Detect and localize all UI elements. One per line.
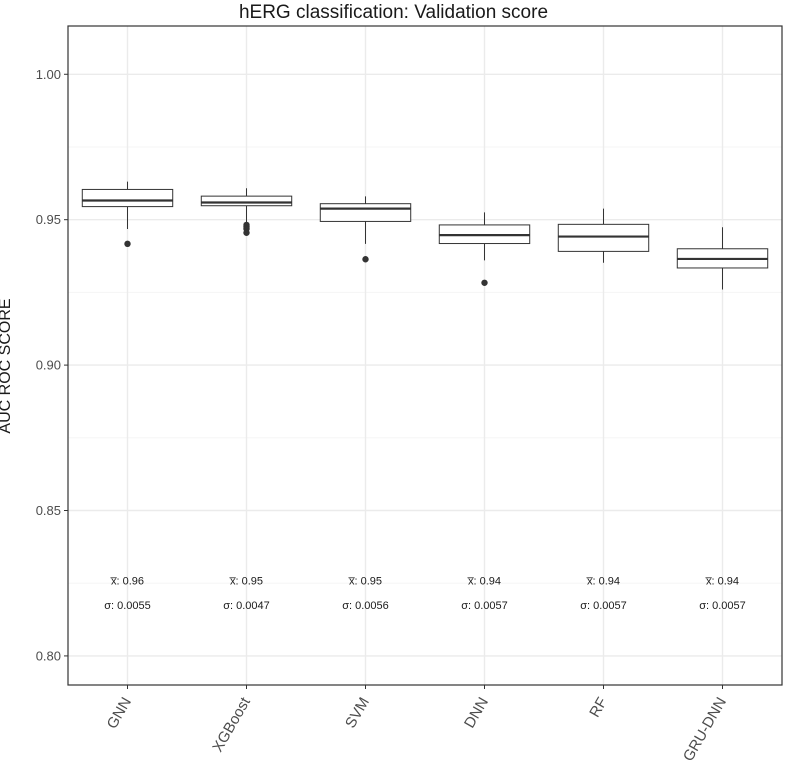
mean-label: x̅: 0.94 [467, 576, 501, 588]
panel-background [68, 26, 782, 685]
x-tick-label: RF [586, 695, 611, 721]
sd-label: σ: 0.0057 [461, 600, 508, 612]
y-tick-label: 0.90 [36, 358, 61, 373]
y-tick-label: 1.00 [36, 67, 61, 82]
box-XGBoost [200, 188, 293, 236]
y-tick-label: 0.85 [36, 503, 61, 518]
box-SVM [319, 196, 412, 263]
sd-label: σ: 0.0055 [104, 600, 151, 612]
y-tick-label: 0.95 [36, 212, 61, 227]
box-iqr [319, 203, 412, 222]
sd-label: σ: 0.0057 [699, 600, 746, 612]
outlier-point [481, 279, 488, 286]
x-tick-label: DNN [461, 695, 492, 732]
box-GNN [81, 181, 174, 248]
x-tick-label: GNN [104, 695, 135, 732]
mean-label: x̅: 0.94 [705, 576, 739, 588]
box-GRU-DNN [676, 227, 769, 290]
mean-label: x̅: 0.95 [229, 576, 263, 588]
x-tick-label: GRU-DNN [680, 695, 730, 760]
box-iqr [557, 223, 650, 252]
outlier-point [243, 229, 250, 236]
box-DNN [438, 212, 531, 286]
chart-title: hERG classification: Validation score [238, 2, 549, 23]
x-tick-label: SVM [342, 695, 373, 732]
panel-border [67, 25, 783, 686]
mean-label: x̅: 0.96 [110, 576, 144, 588]
annotation-layer: x̅: 0.96 σ: 0.0055 x̅: 0.95 σ: 0.0047 x̅: 0.… [104, 576, 746, 612]
mean-label: x̅: 0.95 [348, 576, 382, 588]
box-iqr [200, 195, 293, 207]
mean-label: x̅: 0.94 [586, 576, 620, 588]
grid-layer [68, 26, 782, 685]
box-layer [81, 181, 769, 290]
box-RF [557, 208, 650, 263]
outlier-point [124, 240, 131, 248]
x-tick-label: XGBoost [209, 694, 254, 755]
sd-label: σ: 0.0047 [223, 600, 270, 612]
sd-label: σ: 0.0056 [342, 600, 389, 612]
outlier-point [362, 256, 369, 263]
y-tick-label: 0.80 [36, 648, 61, 663]
box-iqr [81, 188, 174, 208]
sd-label: σ: 0.0057 [580, 600, 627, 612]
